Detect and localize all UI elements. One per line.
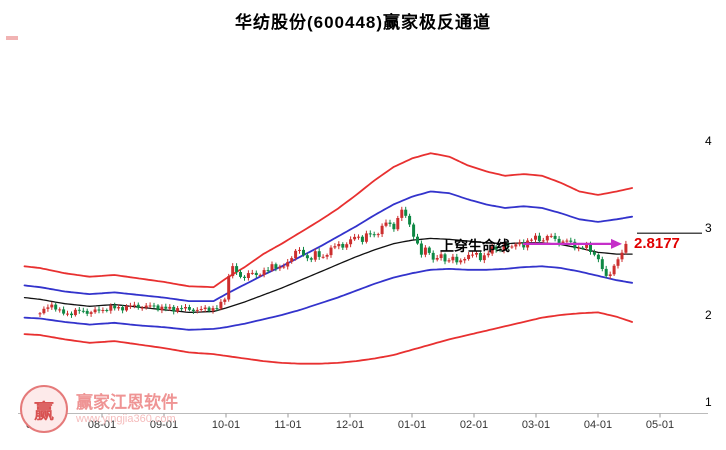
x-axis-label: 05-01 xyxy=(645,419,675,431)
y-axis-label: 4 xyxy=(705,134,712,148)
signal-annotation-price: 2.8177 xyxy=(634,235,680,252)
band-upper_blue xyxy=(23,190,633,303)
signal-arrow xyxy=(523,238,622,249)
x-axis-label: 02-01 xyxy=(459,419,489,431)
signal-annotation-label: 上穿生命线 xyxy=(440,238,510,254)
x-axis-label: 11-01 xyxy=(274,419,302,431)
channel-bands xyxy=(23,152,633,365)
x-axis-label: 08-01 xyxy=(87,419,117,431)
y-axis-label: 2 xyxy=(705,308,712,322)
x-axis-label: 01-01 xyxy=(397,419,427,431)
x-axis-label: 03-01 xyxy=(521,419,551,431)
candlesticks xyxy=(38,206,628,318)
x-axis-label: 07-01 xyxy=(25,419,55,431)
band-lower_blue xyxy=(23,265,633,331)
y-axis-label: 1 xyxy=(705,395,712,409)
x-axis-label: 12-01 xyxy=(335,419,365,431)
x-axis-label: 04-01 xyxy=(583,419,613,431)
band-lower_red xyxy=(23,311,633,365)
band-upper_red xyxy=(23,152,633,289)
x-axis-label: 09-01 xyxy=(149,419,179,431)
chart-title: 华纺股份(600448)赢家极反通道 xyxy=(234,13,492,32)
y-axis-label: 3 xyxy=(705,221,712,235)
watermark-fragment xyxy=(6,36,18,40)
x-axis-label: 10-01 xyxy=(211,419,241,431)
